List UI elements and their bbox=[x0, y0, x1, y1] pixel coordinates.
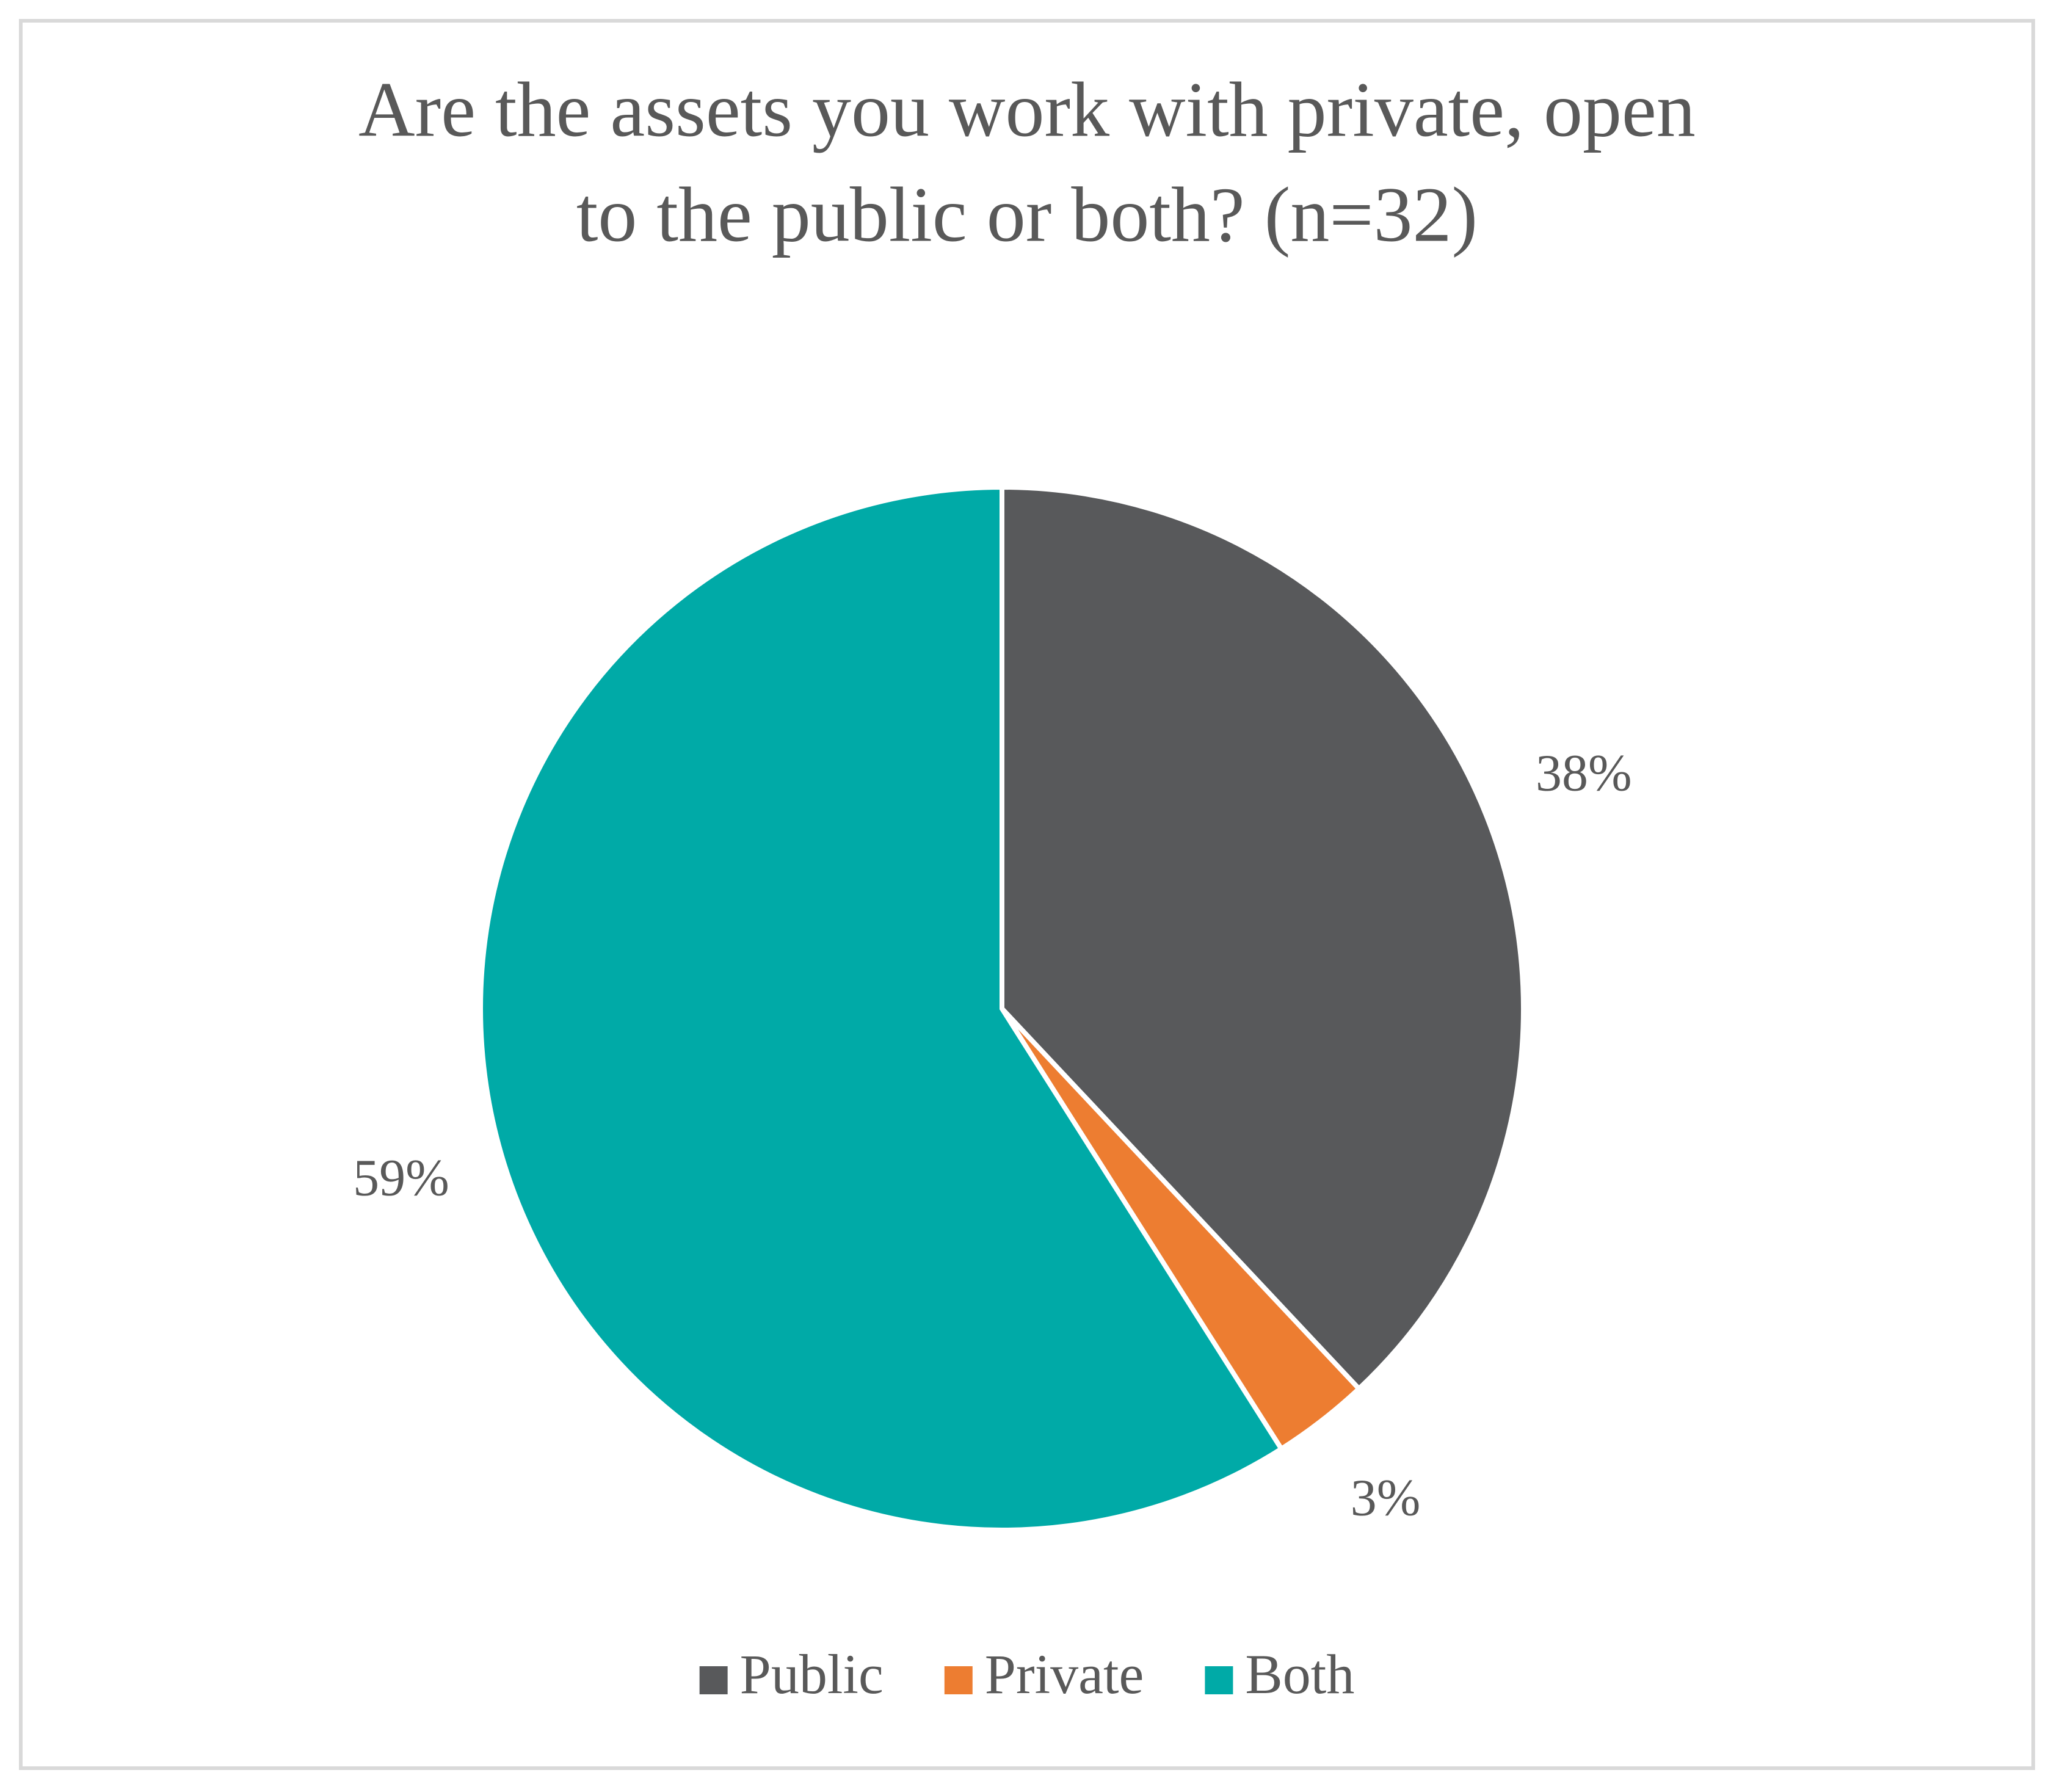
chart-title: to the public or both? (n=32) bbox=[576, 171, 1478, 258]
legend-label: Private bbox=[985, 1643, 1144, 1705]
legend-label: Both bbox=[1245, 1643, 1354, 1705]
legend-swatch bbox=[699, 1666, 728, 1694]
chart-title: Are the assets you work with private, op… bbox=[358, 66, 1696, 153]
legend-swatch bbox=[944, 1666, 973, 1694]
pie-slice bbox=[1000, 484, 1526, 1393]
data-label: 59% bbox=[353, 1148, 449, 1207]
legend-label: Public bbox=[740, 1643, 884, 1705]
data-label: 3% bbox=[1351, 1468, 1421, 1526]
pie-slice bbox=[478, 484, 1285, 1533]
data-label: 38% bbox=[1536, 743, 1632, 802]
legend-swatch bbox=[1205, 1666, 1233, 1694]
